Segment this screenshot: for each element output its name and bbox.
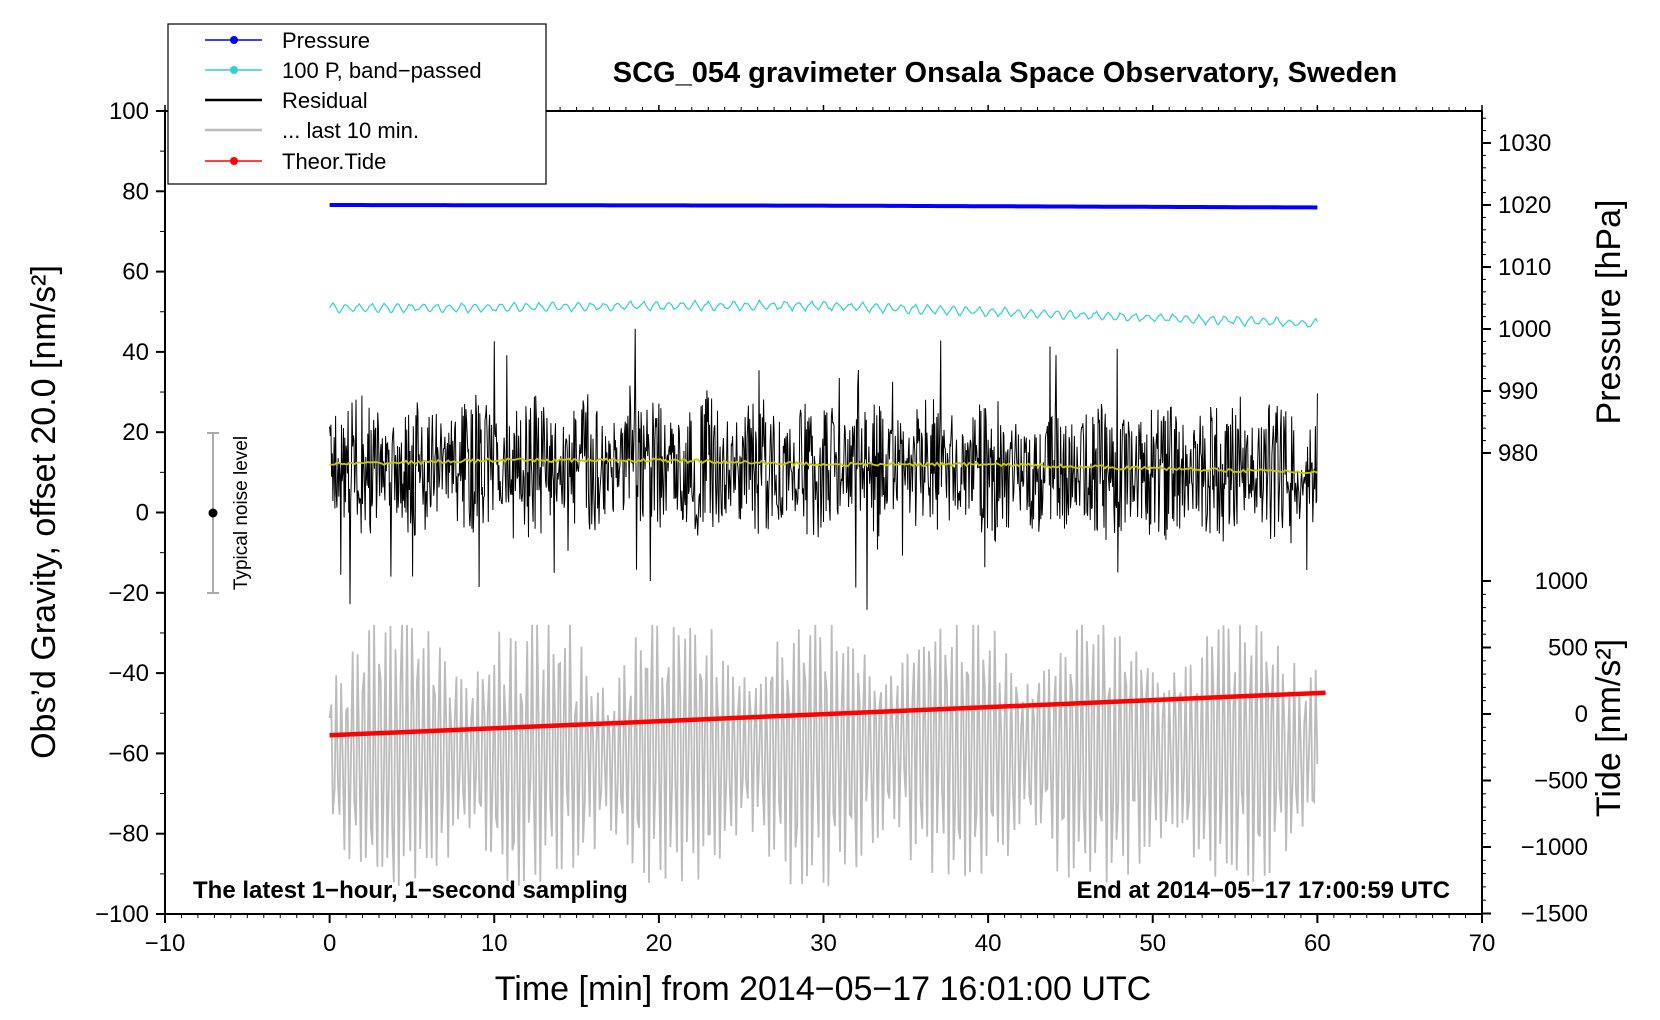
tide-tick-label: 1000 — [1535, 568, 1588, 595]
y-tick-label: −100 — [95, 901, 149, 928]
tide-tick-label: −500 — [1534, 768, 1588, 795]
y-axis-title-left: Obs’d Gravity, offset 20.0 [nm/s²] — [25, 265, 63, 759]
legend-marker-bandpass — [230, 66, 238, 74]
legend-label-tide: Theor.Tide — [282, 149, 386, 174]
legend-label-last10: ... last 10 min. — [282, 118, 419, 143]
series-pressure-line — [329, 203, 1318, 210]
series-residual-line — [329, 328, 1318, 610]
legend-box — [167, 23, 547, 185]
series-layer — [328, 203, 1326, 886]
chart-title: SCG_054 gravimeter Onsala Space Observat… — [613, 57, 1397, 89]
x-tick-label: 20 — [646, 930, 673, 957]
x-tick-label: 0 — [323, 930, 336, 957]
y-axis-title-pressure: Pressure [hPa] — [1590, 200, 1628, 425]
legend-label-pressure: Pressure — [282, 28, 370, 53]
tide-tick-label: −1500 — [1521, 901, 1588, 928]
legend-marker-pressure — [230, 36, 238, 44]
y-tick-label: −60 — [108, 740, 149, 767]
pressure-tick-label: 1000 — [1498, 316, 1551, 343]
x-tick-label: 60 — [1304, 930, 1331, 957]
annotation-left: The latest 1−hour, 1−second sampling — [193, 877, 628, 904]
legend-label-residual: Residual — [282, 88, 368, 113]
series-tide-line — [329, 690, 1326, 738]
y-tick-label: −40 — [108, 660, 149, 687]
pressure-tick-label: 980 — [1498, 440, 1538, 467]
y-tick-label: −80 — [108, 821, 149, 848]
legend-marker-tide — [230, 157, 238, 165]
y-axis-title-tide: Tide [nm/s²] — [1590, 639, 1628, 817]
x-tick-label: 70 — [1469, 930, 1496, 957]
pressure-tick-label: 1020 — [1498, 192, 1551, 219]
noise-bar: Typical noise level — [207, 432, 252, 594]
legend-item-pressure: Pressure — [205, 28, 370, 53]
pressure-tick-label: 1010 — [1498, 254, 1551, 281]
tide-tick-label: 0 — [1575, 701, 1588, 728]
legend-item-tide: Theor.Tide — [205, 149, 386, 174]
legend-item-residual: Residual — [205, 88, 368, 113]
y-tick-label: 80 — [122, 178, 149, 205]
noise-bar-center — [208, 508, 218, 518]
y-tick-label: 20 — [122, 419, 149, 446]
y-tick-label: 40 — [122, 339, 149, 366]
x-tick-label: 40 — [975, 930, 1002, 957]
legend-item-bandpass: 100 P, band−passed — [205, 58, 482, 83]
pressure-tick-label: 1030 — [1498, 130, 1551, 157]
annotation-right: End at 2014−05−17 17:00:59 UTC — [1076, 877, 1450, 904]
tide-tick-label: 500 — [1548, 635, 1588, 662]
legend: Pressure 100 P, band−passed Residual ...… — [167, 23, 547, 185]
series-bandpass-line — [329, 299, 1318, 328]
x-axis-title: Time [min] from 2014−05−17 16:01:00 UTC — [495, 970, 1151, 1008]
series-residual-smoothed-line — [329, 457, 1318, 475]
legend-label-bandpass: 100 P, band−passed — [282, 58, 482, 83]
y-tick-label: 100 — [109, 98, 149, 125]
y-tick-label: 60 — [122, 259, 149, 286]
x-tick-label: 10 — [481, 930, 508, 957]
noise-bar-label: Typical noise level — [231, 436, 252, 590]
legend-item-last10: ... last 10 min. — [205, 118, 419, 143]
tide-tick-label: −1000 — [1521, 834, 1588, 861]
x-tick-label: −10 — [145, 930, 186, 957]
x-tick-label: 30 — [810, 930, 837, 957]
y-tick-label: −20 — [108, 580, 149, 607]
pressure-tick-label: 990 — [1498, 378, 1538, 405]
series-last10-line — [328, 624, 1319, 886]
y-tick-label: 0 — [136, 500, 149, 527]
tick-layer: −10 0 10 20 30 40 50 60 70100806040200−20−40−60−… — [95, 98, 1588, 957]
x-tick-label: 50 — [1139, 930, 1166, 957]
